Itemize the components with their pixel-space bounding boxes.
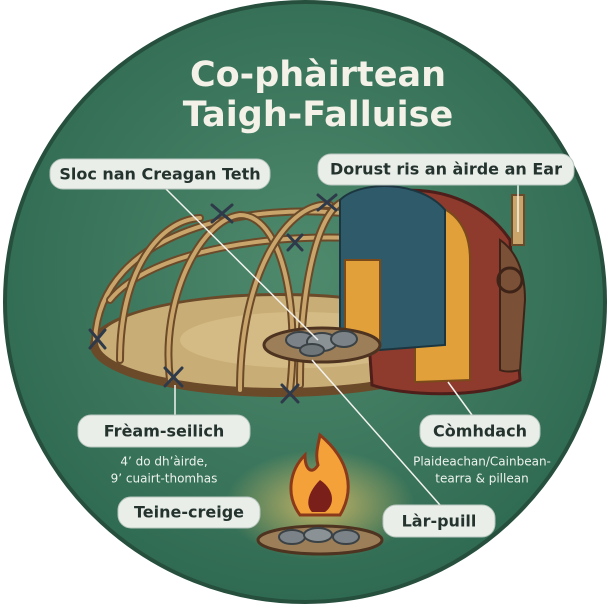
label-text: Frèam-seilich [104, 422, 224, 441]
label-cover: Còmhdach [420, 415, 540, 447]
sweat-lodge-diagram: Co-phàirtean Taigh-Falluise [0, 0, 610, 605]
label-text: Dorust ris an àirde an Ear [330, 160, 562, 179]
title: Co-phàirtean Taigh-Falluise [183, 55, 453, 135]
fire-part [304, 528, 332, 542]
label-text: Còmhdach [433, 422, 527, 441]
rock-pit [264, 328, 380, 362]
label-rock-pit: Sloc nan Creagan Teth [50, 159, 270, 189]
title-line: Taigh-Falluise [183, 95, 453, 135]
label-note: 9’ cuairt-thomhas [111, 472, 218, 486]
label-note: tearra & pillean [435, 472, 528, 486]
fire-part [279, 530, 305, 544]
label-text: Làr-puill [402, 512, 477, 531]
rock-pit-part [300, 344, 324, 356]
label-note: 4’ do dh’àirde, [120, 455, 207, 469]
label-text: Teine-creige [134, 503, 244, 522]
label-mud-floor: Làr-puill [383, 505, 495, 537]
label-note: Plaideachan/Cainbean- [413, 455, 551, 469]
label-rock-fire: Teine-creige [118, 497, 260, 528]
label-frame: Frèam-seilich [78, 415, 250, 447]
title-line: Co-phàirtean [190, 55, 446, 95]
label-door: Dorust ris an àirde an Ear [318, 154, 574, 185]
rock-pit-part [331, 331, 357, 347]
label-text: Sloc nan Creagan Teth [59, 165, 260, 184]
fire-part [333, 530, 359, 544]
